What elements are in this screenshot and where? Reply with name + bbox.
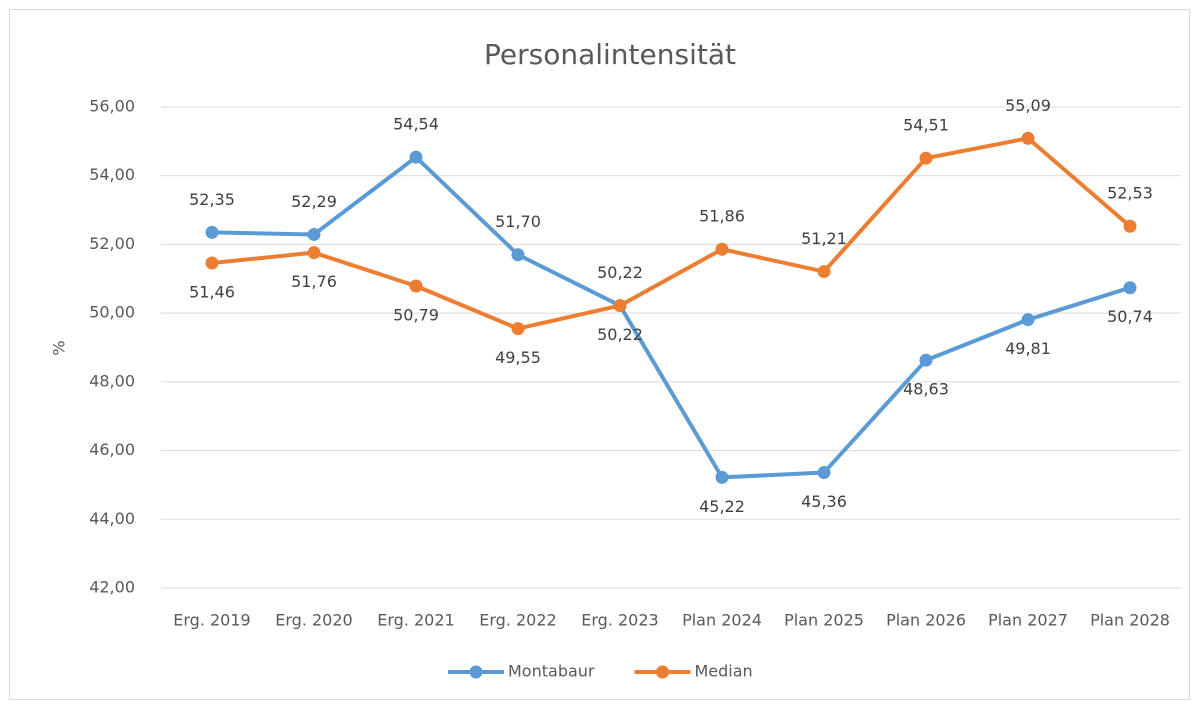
data-label: 51,76	[291, 272, 337, 291]
chart-border	[9, 9, 1190, 700]
y-tick-label: 54,00	[89, 165, 135, 184]
data-point	[307, 227, 321, 241]
y-tick-label: 56,00	[89, 97, 135, 116]
data-label: 52,35	[189, 190, 235, 209]
data-point	[919, 151, 933, 165]
y-tick-label: 46,00	[89, 440, 135, 459]
data-label: 51,70	[495, 212, 541, 231]
data-label: 50,74	[1107, 307, 1153, 326]
data-point	[1123, 219, 1137, 233]
legend-label: Median	[695, 662, 753, 681]
y-axis-label: %	[50, 340, 69, 355]
legend-marker	[656, 665, 669, 679]
x-tick-label: Erg. 2023	[581, 611, 658, 630]
data-label: 54,51	[903, 116, 949, 135]
data-label: 50,79	[393, 306, 439, 325]
legend-marker	[469, 665, 483, 679]
x-tick-label: Erg. 2019	[173, 611, 250, 630]
data-point	[1021, 131, 1035, 145]
data-label: 52,53	[1107, 184, 1153, 203]
x-tick-label: Plan 2025	[784, 611, 864, 630]
x-tick-label: Plan 2027	[988, 611, 1068, 630]
data-label: 51,21	[801, 229, 847, 248]
data-point	[715, 470, 729, 484]
data-label: 54,54	[393, 115, 439, 134]
data-point	[715, 242, 729, 256]
data-point	[307, 246, 321, 260]
y-tick-label: 42,00	[89, 578, 135, 597]
data-label: 50,22	[597, 325, 643, 344]
data-label: 45,36	[801, 492, 847, 511]
data-point	[511, 322, 525, 336]
data-point	[817, 265, 831, 279]
data-label: 49,81	[1005, 339, 1051, 358]
x-tick-label: Plan 2026	[886, 611, 966, 630]
y-tick-label: 50,00	[89, 303, 135, 322]
data-point	[409, 279, 423, 293]
series-line	[211, 155, 1131, 480]
series-line	[211, 136, 1132, 331]
data-point	[919, 353, 933, 367]
data-point	[1123, 281, 1137, 295]
data-point	[817, 466, 831, 480]
data-label: 49,55	[495, 348, 541, 367]
data-label: 45,22	[699, 497, 745, 516]
x-tick-label: Plan 2028	[1090, 611, 1170, 630]
data-label: 52,29	[291, 192, 337, 211]
data-point	[205, 225, 219, 239]
data-point	[409, 150, 423, 164]
data-label: 51,46	[189, 282, 235, 301]
x-tick-label: Erg. 2021	[377, 611, 454, 630]
x-tick-label: Plan 2024	[682, 611, 762, 630]
data-label: 48,63	[903, 380, 949, 399]
x-tick-label: Erg. 2022	[479, 611, 556, 630]
data-label: 50,22	[597, 263, 643, 282]
data-label: 55,09	[1005, 96, 1051, 115]
legend-label: Montabaur	[508, 662, 595, 681]
y-tick-label: 52,00	[89, 234, 135, 253]
data-point	[205, 256, 219, 270]
y-tick-label: 48,00	[89, 371, 135, 390]
x-tick-label: Erg. 2020	[275, 611, 352, 630]
y-tick-label: 44,00	[89, 509, 135, 528]
data-point	[1021, 313, 1035, 327]
data-label: 51,86	[699, 207, 745, 226]
data-point	[613, 299, 627, 313]
data-point	[511, 248, 525, 262]
chart-title: Personalintensität	[484, 38, 736, 71]
